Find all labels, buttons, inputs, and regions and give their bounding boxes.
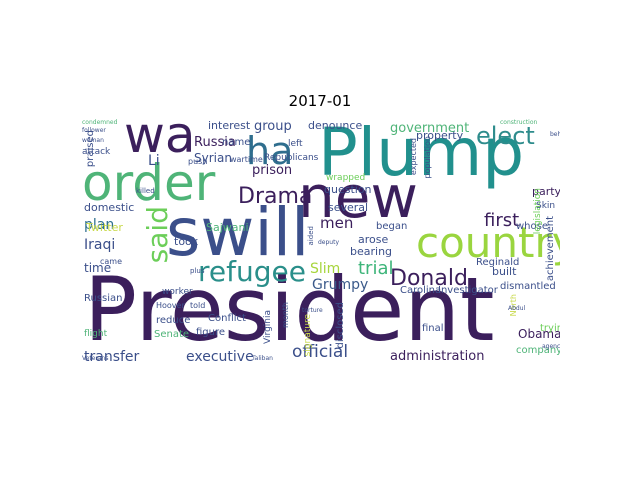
word-senate: Senate [154, 329, 190, 340]
word-figure: figure [196, 327, 226, 338]
word-elect: elect [476, 122, 535, 150]
word-name: name [222, 137, 251, 148]
word-interest: interest [208, 119, 251, 132]
word-condemned: condemned [82, 119, 118, 126]
word-signature: signature [303, 314, 313, 357]
word-legislation: legislation [533, 188, 543, 235]
word-wrapped: wrapped [326, 173, 366, 183]
word-deputy: deputy [318, 239, 340, 246]
word-investigator: Investigator [438, 285, 498, 296]
word-flight: flight [84, 329, 108, 339]
word-company: company [516, 345, 560, 356]
word-new: new [298, 163, 418, 231]
word-executive: executive [186, 349, 254, 365]
word-disclosed: disclosed [335, 302, 346, 349]
word-slim: Slim [310, 261, 341, 277]
word-official: official [292, 342, 349, 362]
word-administration: administration [390, 349, 485, 364]
word-follower: follower [82, 127, 106, 134]
word-dismantled: dismantled [500, 281, 556, 292]
word-left: left [288, 139, 303, 149]
word-veterans: Veterans [82, 355, 109, 362]
word-virginia: Virginia [263, 310, 273, 344]
word-group: group [254, 119, 292, 134]
word-twitter: Twitter [86, 221, 123, 234]
word-first: first [484, 210, 520, 231]
word-refugee: refugee [198, 255, 306, 288]
word-republicans: Republicans [264, 153, 319, 163]
word-wa: wa [124, 118, 196, 164]
word-agency: agency [542, 343, 560, 350]
word-trying: trying [540, 323, 560, 334]
word-whose: whose [516, 221, 548, 232]
word-iraqi: Iraqi [84, 237, 116, 253]
word-carolina: Carolina [400, 285, 442, 296]
word-syrian: Syrian [194, 151, 232, 165]
word-sajwani: Sajwani [206, 221, 249, 234]
word-li: Li [148, 153, 160, 169]
word-plump: Plump [318, 118, 525, 191]
word-month: month [281, 302, 290, 328]
word-domestic: domestic [84, 201, 135, 214]
word-hoover: Hoover [156, 301, 185, 310]
word-obama: Obamaâ [518, 327, 560, 341]
word-population: population [423, 136, 432, 179]
word-drama: Drama [238, 184, 313, 209]
word-began: began [376, 221, 408, 232]
word-party: party [532, 185, 560, 198]
word-reduce: reduce [156, 315, 191, 326]
word-push: push [188, 157, 208, 166]
word-construction: construction [500, 119, 538, 126]
word-russia: Russia [194, 135, 236, 150]
word-prison: prison [252, 163, 293, 178]
word-attack: attack [82, 147, 111, 157]
word-worker: worker [162, 287, 193, 297]
word-cloud: President Plump swill new order wa count… [80, 118, 560, 368]
word-transfer: transfer [84, 349, 140, 365]
word-killed: killed [136, 187, 155, 195]
word-bearing: bearing [350, 245, 393, 258]
word-ha: ha [246, 129, 294, 173]
chart-title: 2017-01 [288, 92, 352, 110]
word-plan: plan [84, 217, 115, 233]
word-final: final [422, 323, 444, 334]
word-denounce: denounce [308, 119, 363, 132]
word-told: told [190, 301, 206, 310]
word-reginald: Reginald [476, 257, 520, 268]
word-government: government [390, 121, 470, 136]
word-said: said [141, 206, 174, 264]
word-wartime: wartime [230, 155, 263, 164]
word-president: President [84, 258, 495, 361]
word-question: question [324, 183, 372, 196]
word-property: property [416, 129, 464, 142]
word-aided: aided [307, 226, 315, 246]
word-trial: trial [358, 258, 394, 279]
word-came: came [100, 257, 123, 266]
word-plus: plus [190, 267, 205, 275]
word-expected: expected [409, 138, 418, 176]
word-grumpy: Grumpy [312, 277, 369, 293]
word-woman: woman [82, 137, 104, 144]
word-took: took [174, 235, 199, 248]
word-torture: torture [302, 307, 323, 314]
word-donald: Donald [390, 266, 468, 291]
word-skin: Skin [536, 201, 556, 211]
word-achievement: achievement [545, 216, 556, 282]
word-abdul: Abdul [508, 305, 526, 312]
word-men: men [320, 214, 354, 232]
word-order: order [82, 154, 216, 212]
word-country: country [416, 218, 560, 267]
word-russian: Russian [84, 293, 123, 304]
word-behind: behind [550, 131, 560, 138]
word-conflict: Conflict [208, 313, 246, 324]
word-arose: arose [358, 233, 389, 246]
word-time: time [84, 261, 112, 275]
word-taliban: Taliban [252, 355, 273, 362]
word-swill: swill [166, 194, 310, 271]
word-several: several [328, 201, 369, 214]
word-built: built [492, 265, 517, 278]
